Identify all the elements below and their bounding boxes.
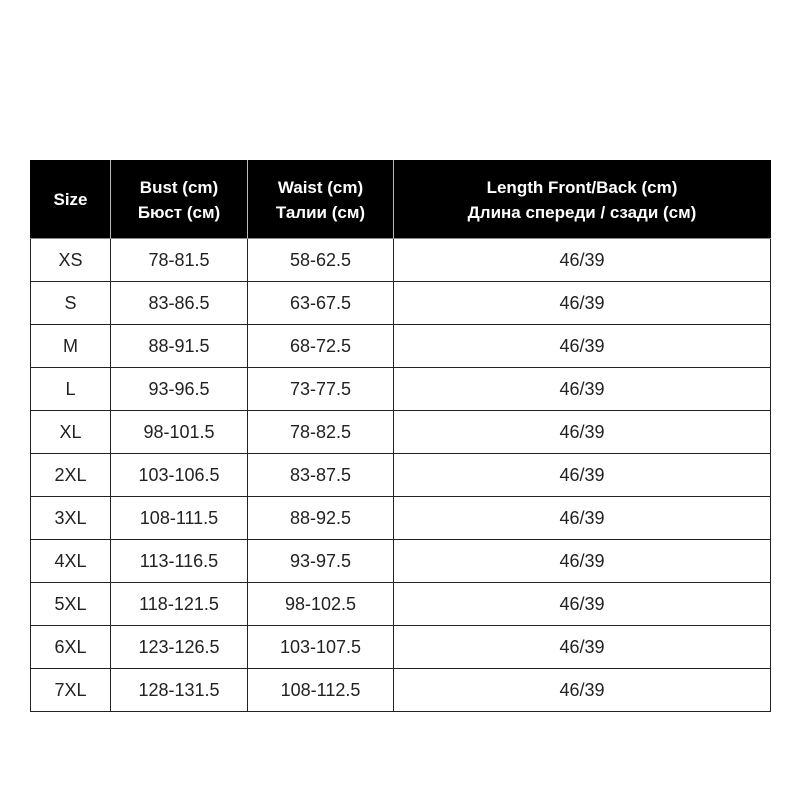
header-label: Bust (cm) [139, 177, 219, 197]
size-cell: 5XL [30, 582, 111, 626]
waist-cell: 73-77.5 [247, 367, 394, 411]
size-cell: M [30, 324, 111, 368]
length-cell: 46/39 [393, 539, 771, 583]
waist-cell: 93-97.5 [247, 539, 394, 583]
length-cell: 46/39 [393, 410, 771, 454]
size-cell: S [30, 281, 111, 325]
bust-cell: 128-131.5 [110, 668, 248, 712]
header-row: Size Bust (cm) Бюст (см) Waist (cm) Талии … [30, 160, 771, 239]
size-cell: XS [30, 238, 111, 282]
length-cell: 46/39 [393, 496, 771, 540]
bust-cell: 93-96.5 [110, 367, 248, 411]
header-waist: Waist (cm) Талии (см) [247, 160, 394, 239]
size-chart-table: Size Bust (cm) Бюст (см) Waist (cm) Талии … [30, 160, 771, 712]
table-row: 2XL 103-106.5 83-87.5 46/39 [30, 453, 771, 497]
table-row: S 83-86.5 63-67.5 46/39 [30, 281, 771, 325]
length-cell: 46/39 [393, 324, 771, 368]
length-cell: 46/39 [393, 453, 771, 497]
waist-cell: 68-72.5 [247, 324, 394, 368]
bust-cell: 103-106.5 [110, 453, 248, 497]
waist-cell: 98-102.5 [247, 582, 394, 626]
size-cell: XL [30, 410, 111, 454]
table-row: M 88-91.5 68-72.5 46/39 [30, 324, 771, 368]
length-cell: 46/39 [393, 582, 771, 626]
waist-cell: 63-67.5 [247, 281, 394, 325]
table-row: 6XL 123-126.5 103-107.5 46/39 [30, 625, 771, 669]
header-size: Size [30, 160, 111, 239]
table-row: 4XL 113-116.5 93-97.5 46/39 [30, 539, 771, 583]
bust-cell: 98-101.5 [110, 410, 248, 454]
table-row: 7XL 128-131.5 108-112.5 46/39 [30, 668, 771, 712]
table-row: 3XL 108-111.5 88-92.5 46/39 [30, 496, 771, 540]
header-label-ru: Талии (см) [275, 202, 366, 222]
size-cell: 2XL [30, 453, 111, 497]
size-cell: 4XL [30, 539, 111, 583]
bust-cell: 113-116.5 [110, 539, 248, 583]
size-cell: 6XL [30, 625, 111, 669]
length-cell: 46/39 [393, 625, 771, 669]
table-row: L 93-96.5 73-77.5 46/39 [30, 367, 771, 411]
header-label: Size [53, 190, 88, 209]
waist-cell: 78-82.5 [247, 410, 394, 454]
bust-cell: 123-126.5 [110, 625, 248, 669]
waist-cell: 83-87.5 [247, 453, 394, 497]
bust-cell: 108-111.5 [110, 496, 248, 540]
length-cell: 46/39 [393, 238, 771, 282]
header-length: Length Front/Back (cm) Длина спереди / сз… [393, 160, 771, 239]
size-cell: 3XL [30, 496, 111, 540]
length-cell: 46/39 [393, 668, 771, 712]
bust-cell: 83-86.5 [110, 281, 248, 325]
header-label-ru: Бюст (см) [137, 202, 221, 222]
bust-cell: 118-121.5 [110, 582, 248, 626]
waist-cell: 88-92.5 [247, 496, 394, 540]
length-cell: 46/39 [393, 367, 771, 411]
header-label: Waist (cm) [277, 177, 364, 197]
header-label: Length Front/Back (cm) [486, 177, 678, 197]
header-bust: Bust (cm) Бюст (см) [110, 160, 248, 239]
waist-cell: 108-112.5 [247, 668, 394, 712]
bust-cell: 78-81.5 [110, 238, 248, 282]
bust-cell: 88-91.5 [110, 324, 248, 368]
header-label-ru: Длина спереди / сзади (см) [467, 202, 697, 222]
table-row: 5XL 118-121.5 98-102.5 46/39 [30, 582, 771, 626]
length-cell: 46/39 [393, 281, 771, 325]
size-cell: 7XL [30, 668, 111, 712]
waist-cell: 103-107.5 [247, 625, 394, 669]
table-row: XS 78-81.5 58-62.5 46/39 [30, 238, 771, 282]
size-cell: L [30, 367, 111, 411]
table-row: XL 98-101.5 78-82.5 46/39 [30, 410, 771, 454]
waist-cell: 58-62.5 [247, 238, 394, 282]
